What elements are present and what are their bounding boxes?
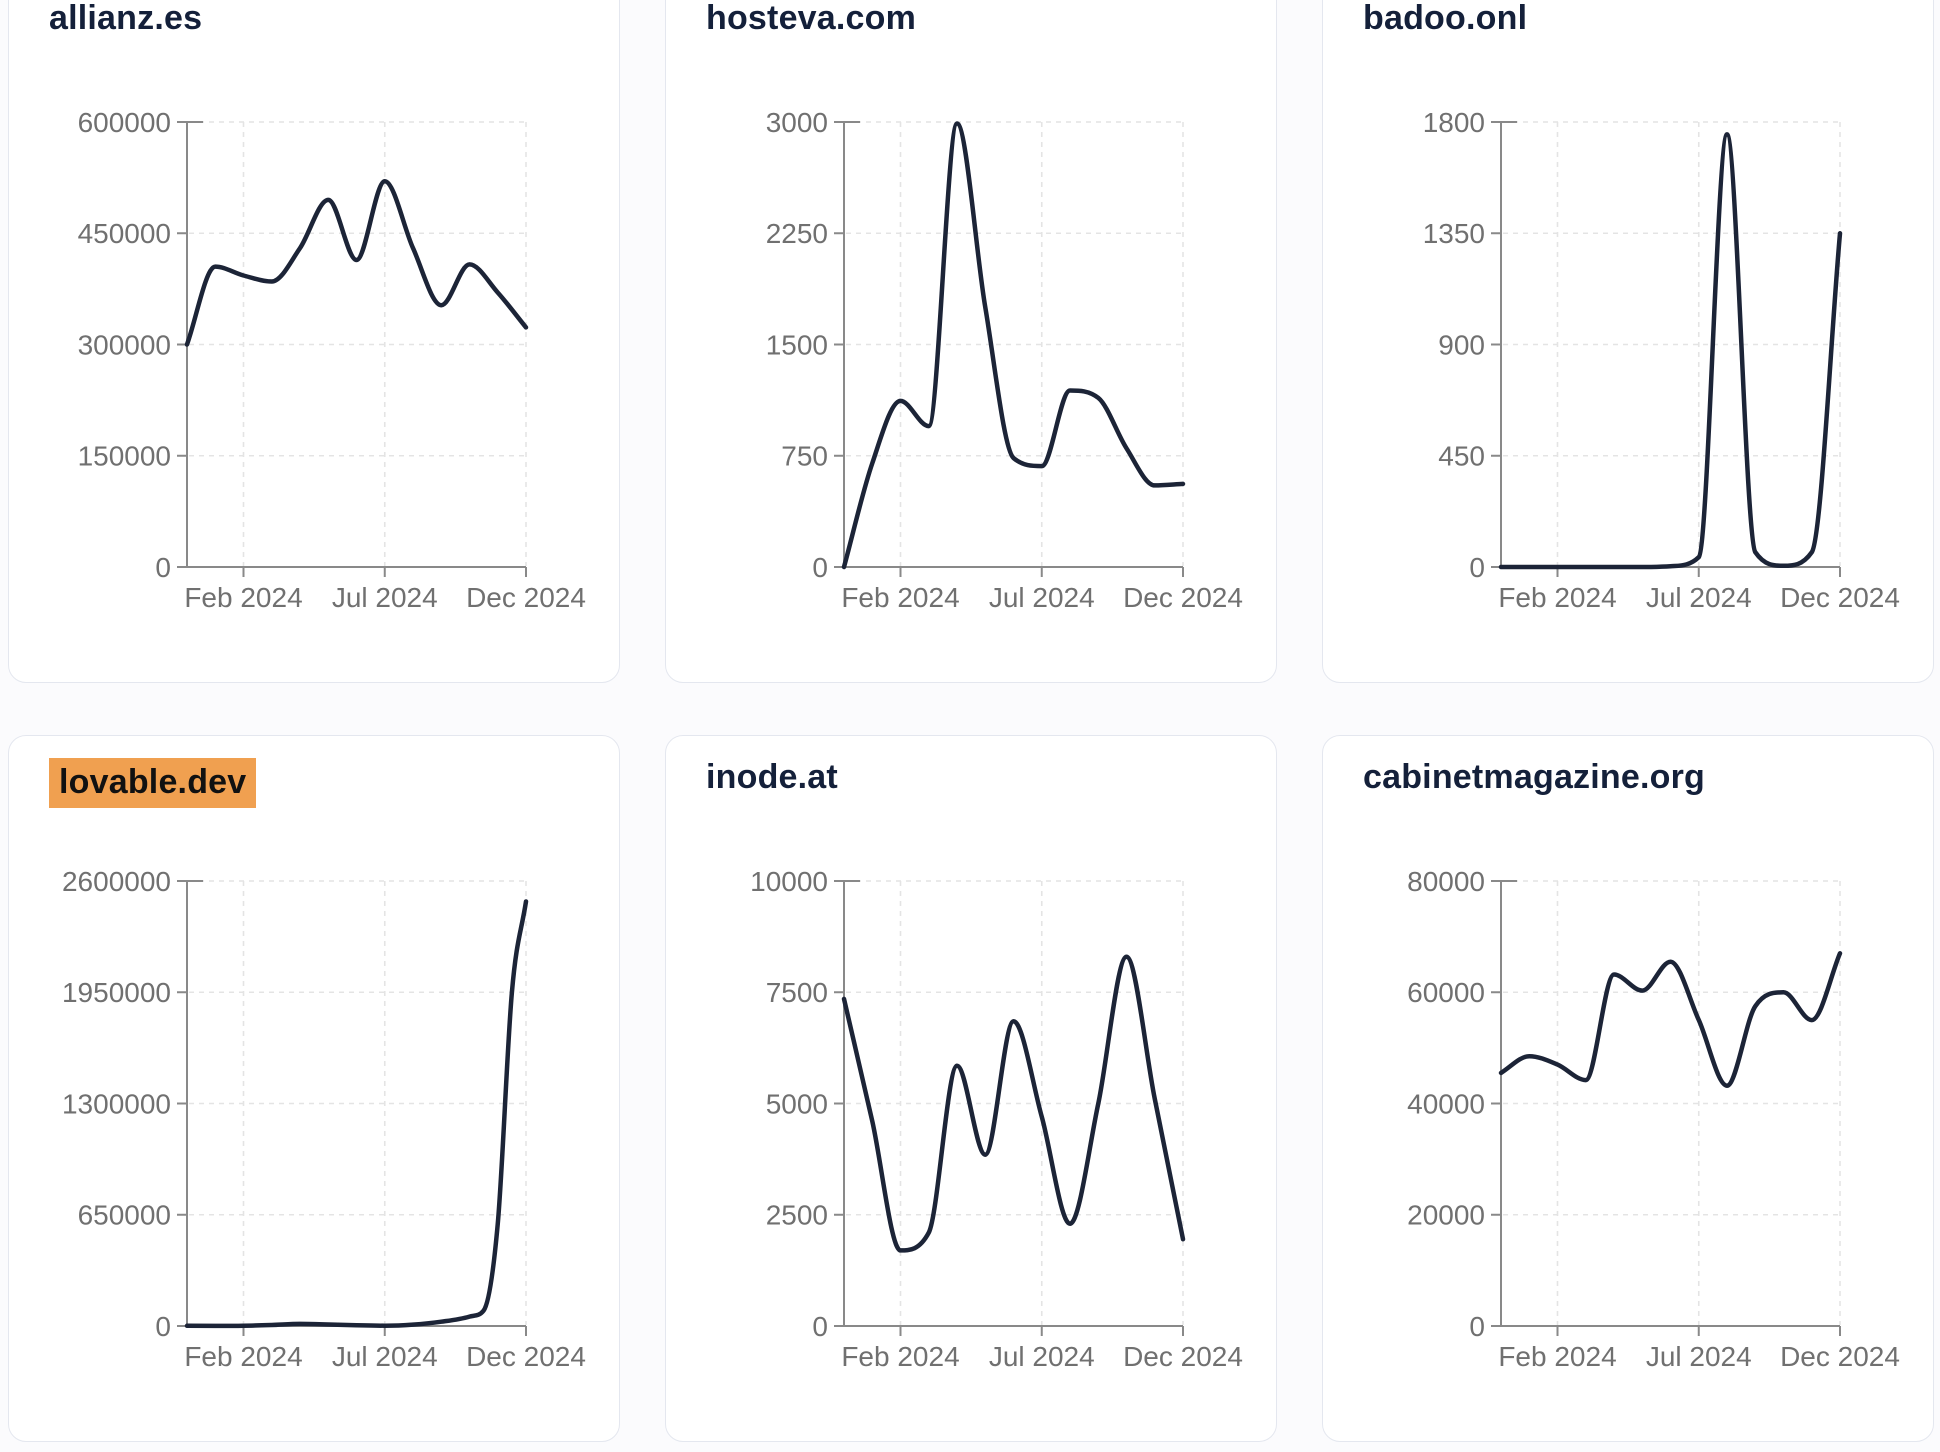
svg-text:450000: 450000 [78,218,171,249]
svg-text:Dec 2024: Dec 2024 [1123,1341,1243,1372]
svg-text:Feb 2024: Feb 2024 [1498,1341,1616,1372]
svg-text:Jul 2024: Jul 2024 [332,1341,438,1372]
chart-card-cabinetmagazine-org: cabinetmagazine.org 0 20000 40000 60000 8000… [1322,735,1934,1442]
chart-title-text: hosteva.com [706,0,917,37]
svg-text:0: 0 [155,1311,171,1342]
line-chart: 0 150000 300000 450000 600000 Feb 2024 Jul 202… [78,107,586,613]
chart-title: allianz.es [49,0,202,38]
svg-text:Feb 2024: Feb 2024 [184,582,302,613]
chart-title: inode.at [706,758,838,797]
svg-text:Jul 2024: Jul 2024 [332,582,438,613]
svg-text:0: 0 [1469,1311,1485,1342]
svg-text:Dec 2024: Dec 2024 [466,582,586,613]
line-chart: 0 750 1500 2250 3000 Feb 2024 Jul 2024 Dec 2024 [766,107,1243,613]
svg-text:0: 0 [812,552,828,583]
line-chart: 0 2500 5000 7500 10000 Feb 2024 Jul 2024 Dec 20… [750,866,1243,1372]
svg-text:1500: 1500 [766,329,828,360]
svg-text:Dec 2024: Dec 2024 [1780,582,1900,613]
svg-text:2250: 2250 [766,218,828,249]
svg-text:1800: 1800 [1423,107,1485,138]
chart-title-text: inode.at [706,758,838,796]
chart-card-hosteva-com: hosteva.com 0 750 1500 2250 3000 Feb 2024 Jul … [665,0,1277,683]
svg-text:900: 900 [1438,329,1485,360]
svg-text:1350: 1350 [1423,218,1485,249]
chart-title-text: cabinetmagazine.org [1363,758,1705,796]
chart-card-allianz-es: allianz.es 0 150000 300000 450000 600000 Feb … [8,0,620,683]
svg-text:Dec 2024: Dec 2024 [1123,582,1243,613]
svg-text:2500: 2500 [766,1200,828,1231]
svg-text:0: 0 [1469,552,1485,583]
svg-text:Jul 2024: Jul 2024 [1646,582,1752,613]
svg-text:0: 0 [155,552,171,583]
svg-text:1950000: 1950000 [62,977,171,1008]
svg-text:Dec 2024: Dec 2024 [1780,1341,1900,1372]
chart-card-badoo-onl: badoo.onl 0 450 900 1350 1800 Feb 2024 Jul 202… [1322,0,1934,683]
chart-title: cabinetmagazine.org [1363,758,1705,797]
svg-text:60000: 60000 [1407,977,1485,1008]
chart-title: lovable.dev [49,758,257,808]
svg-text:3000: 3000 [766,107,828,138]
svg-text:20000: 20000 [1407,1200,1485,1231]
chart-title-text: allianz.es [49,0,203,37]
svg-text:5000: 5000 [766,1088,828,1119]
svg-text:7500: 7500 [766,977,828,1008]
line-chart: 0 450 900 1350 1800 Feb 2024 Jul 2024 Dec 2024 [1423,107,1900,613]
svg-text:Dec 2024: Dec 2024 [466,1341,586,1372]
chart-card-inode-at: inode.at 0 2500 5000 7500 10000 Feb 2024 Jul 2… [665,735,1277,1442]
line-chart: 0 20000 40000 60000 80000 Feb 2024 Jul 2024 Dec… [1407,866,1900,1372]
svg-text:40000: 40000 [1407,1088,1485,1119]
chart-title-text: lovable.dev [49,758,257,808]
charts-grid: allianz.es 0 150000 300000 450000 600000 Feb … [8,0,1934,1442]
svg-text:80000: 80000 [1407,866,1485,897]
chart-title-text: badoo.onl [1363,0,1528,37]
svg-text:300000: 300000 [78,329,171,360]
svg-text:10000: 10000 [750,866,828,897]
svg-text:600000: 600000 [78,107,171,138]
svg-text:2600000: 2600000 [62,866,171,897]
svg-text:150000: 150000 [78,441,171,472]
line-chart: 0 650000 1300000 1950000 2600000 Feb 2024 Jul … [62,866,586,1372]
svg-text:450: 450 [1438,441,1485,472]
svg-text:Jul 2024: Jul 2024 [989,1341,1095,1372]
svg-text:650000: 650000 [78,1200,171,1231]
svg-text:Feb 2024: Feb 2024 [1498,582,1616,613]
svg-text:750: 750 [781,441,828,472]
svg-text:Jul 2024: Jul 2024 [989,582,1095,613]
svg-text:Feb 2024: Feb 2024 [184,1341,302,1372]
svg-text:Feb 2024: Feb 2024 [841,1341,959,1372]
chart-card-lovable-dev: lovable.dev 0 650000 1300000 1950000 2600000… [8,735,620,1442]
svg-text:Jul 2024: Jul 2024 [1646,1341,1752,1372]
svg-text:1300000: 1300000 [62,1088,171,1119]
svg-text:0: 0 [812,1311,828,1342]
svg-text:Feb 2024: Feb 2024 [841,582,959,613]
chart-title: hosteva.com [706,0,916,38]
chart-title: badoo.onl [1363,0,1527,38]
